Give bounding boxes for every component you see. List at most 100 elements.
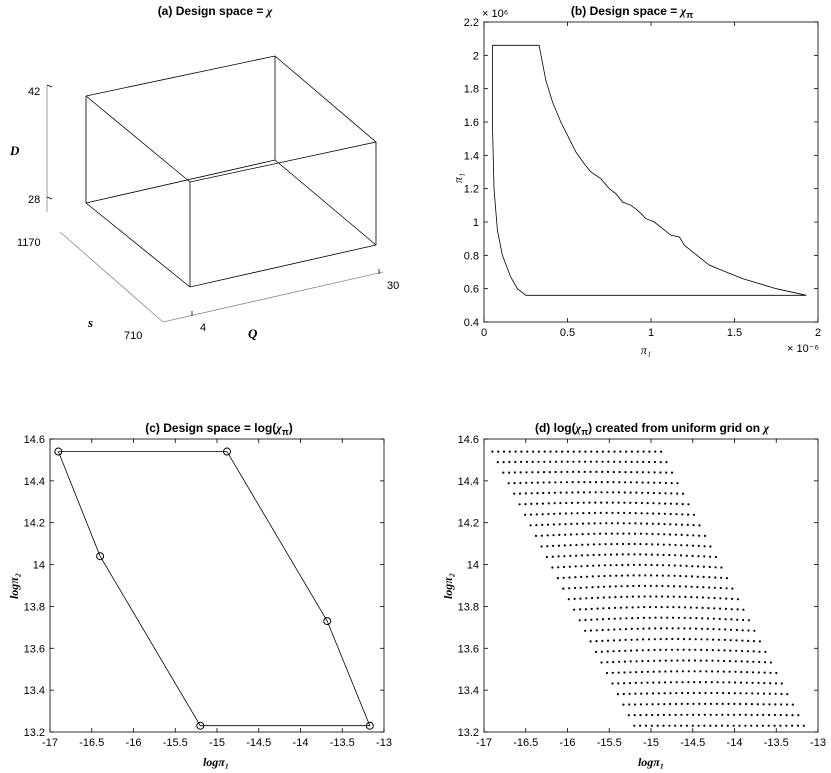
scatter-point xyxy=(623,671,626,674)
scatter-point xyxy=(635,660,638,663)
scatter-point xyxy=(729,639,732,642)
scatter-point xyxy=(659,450,663,453)
scatter-point xyxy=(641,491,644,494)
scatter-point xyxy=(551,555,554,558)
scatter-point xyxy=(666,616,669,619)
scatter-point xyxy=(629,491,632,494)
scatter-point xyxy=(668,543,671,546)
scatter-point xyxy=(597,564,601,567)
scatter-point xyxy=(720,576,723,579)
scatter-point xyxy=(605,501,609,504)
scatter-point xyxy=(628,522,631,525)
scatter-point xyxy=(669,702,672,706)
box-bottom-back xyxy=(85,159,377,246)
scatter-point xyxy=(601,470,604,473)
panel-d-ylabel: logπ₂ xyxy=(441,573,455,599)
scatter-point xyxy=(639,543,642,546)
scatter-point xyxy=(644,553,648,556)
scatter-point xyxy=(640,501,644,505)
scatter-point xyxy=(708,565,711,569)
panel-b-x-exponent: × 10⁻⁶ xyxy=(787,343,819,355)
scatter-point xyxy=(628,703,631,706)
scatter-point xyxy=(636,627,639,630)
s-axis-line xyxy=(59,231,164,323)
scatter-point xyxy=(658,659,662,662)
scatter-point xyxy=(575,543,578,547)
panel-c-ytick-label: 13.8 xyxy=(24,601,45,613)
scatter-point xyxy=(716,691,719,695)
scatter-point xyxy=(589,629,593,632)
scatter-point xyxy=(646,512,649,515)
scatter-point xyxy=(609,553,613,556)
scatter-point xyxy=(615,574,618,577)
panel-c-marker xyxy=(323,617,332,626)
scatter-point xyxy=(626,595,629,598)
scatter-point xyxy=(669,512,672,516)
scatter-point xyxy=(536,492,539,495)
scatter-point xyxy=(698,691,701,695)
panel-d-xtick-label: -15 xyxy=(643,737,659,749)
scatter-point xyxy=(791,703,794,706)
scatter-point xyxy=(703,555,706,558)
scatter-point xyxy=(513,482,516,485)
scatter-point xyxy=(582,511,585,515)
scatter-point xyxy=(741,629,744,632)
scatter-point xyxy=(654,616,657,619)
scatter-point xyxy=(674,713,677,717)
panel-c-ticks: -17 -16.5 -16 -15.5 -15 -14.5 -14 -13.5 -13 13.2 1… xyxy=(24,434,392,749)
scatter-point xyxy=(629,671,632,674)
scatter-point xyxy=(685,575,688,578)
scatter-point xyxy=(601,450,605,453)
scatter-point xyxy=(718,617,721,621)
scatter-point xyxy=(653,481,656,484)
scatter-point xyxy=(684,606,687,609)
scatter-point xyxy=(647,638,651,641)
panel-d-title: (d) log(χπ) created from uniform grid on… xyxy=(535,421,769,437)
scatter-point xyxy=(520,460,523,463)
scatter-point xyxy=(626,574,629,577)
scatter-point xyxy=(667,574,670,577)
scatter-point xyxy=(736,598,740,601)
panel-d-xtick-label: -14.5 xyxy=(680,737,705,749)
scatter-point xyxy=(764,650,767,654)
scatter-point xyxy=(656,724,659,727)
panel-d-xtick-label: -15.5 xyxy=(597,737,622,749)
scatter-point xyxy=(646,692,649,695)
scatter-point xyxy=(631,595,635,598)
scatter-point xyxy=(583,481,586,484)
scatter-point xyxy=(618,481,621,484)
scatter-point xyxy=(652,681,655,684)
scatter-point xyxy=(704,702,707,706)
scatter-point xyxy=(703,545,706,548)
scatter-point xyxy=(616,522,620,525)
scatter-point xyxy=(605,522,608,525)
scatter-point xyxy=(617,511,620,514)
scatter-point xyxy=(566,450,570,453)
scatter-point xyxy=(756,703,759,706)
scatter-point xyxy=(531,460,534,463)
scatter-point xyxy=(531,471,534,474)
scatter-point xyxy=(563,565,566,569)
scatter-point xyxy=(740,660,743,663)
scatter-point xyxy=(651,532,654,536)
scatter-point xyxy=(584,618,587,622)
scatter-point xyxy=(780,682,783,685)
scatter-point xyxy=(593,532,596,535)
scatter-point xyxy=(592,564,595,567)
scatter-point xyxy=(686,702,689,706)
scatter-point xyxy=(547,502,550,505)
scatter-point xyxy=(595,640,598,643)
scatter-point xyxy=(632,563,636,567)
scatter-point xyxy=(631,606,634,609)
scatter-point xyxy=(739,692,742,695)
scatter-point xyxy=(656,543,660,546)
scatter-point xyxy=(619,628,622,631)
scatter-point xyxy=(721,702,724,706)
scatter-point xyxy=(773,713,777,717)
panel-b-ytick-label: 0.4 xyxy=(464,317,479,329)
scatter-point xyxy=(562,576,565,579)
scatter-point xyxy=(536,502,539,505)
scatter-point xyxy=(680,713,683,716)
scatter-point xyxy=(719,607,722,610)
scatter-point xyxy=(612,639,616,642)
